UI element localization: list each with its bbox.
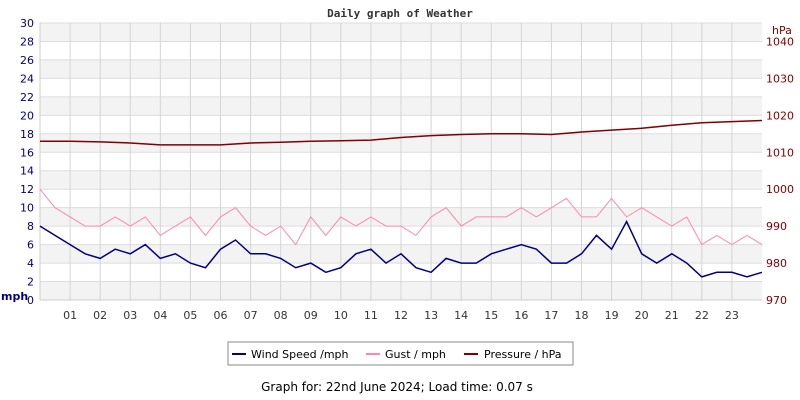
x-tick-label: 22 (695, 309, 709, 322)
left-tick-label: 2 (27, 276, 34, 289)
right-tick-label: 1030 (766, 72, 794, 85)
right-tick-label: 990 (766, 220, 787, 233)
right-axis-label: hPa (772, 24, 792, 37)
left-tick-label: 30 (20, 17, 34, 30)
x-tick-label: 03 (123, 309, 137, 322)
left-tick-label: 18 (20, 128, 34, 141)
series-line-pressure (40, 119, 763, 146)
x-tick-label: 16 (514, 309, 528, 322)
series-line-wind (39, 219, 763, 278)
left-tick-label: 24 (20, 72, 34, 85)
x-tick-label: 05 (183, 309, 197, 322)
x-tick-label: 20 (635, 309, 649, 322)
legend-wind: Wind Speed /mph (251, 348, 349, 361)
x-tick-label: 13 (424, 309, 438, 322)
legend-gust: Gust / mph (385, 348, 446, 361)
series-line-gust (39, 188, 763, 246)
left-tick-label: 6 (27, 239, 34, 252)
right-tick-label: 1010 (766, 146, 794, 159)
right-tick-label: 980 (766, 257, 787, 270)
x-tick-label: 19 (605, 309, 619, 322)
x-tick-label: 23 (725, 309, 739, 322)
left-tick-label: 10 (20, 202, 34, 215)
x-tick-label: 17 (544, 309, 558, 322)
left-tick-label: 8 (27, 220, 34, 233)
legend: Wind Speed /mph Gust / mph Pressure / hP… (227, 341, 574, 366)
left-tick-label: 14 (20, 165, 34, 178)
left-tick-label: 12 (20, 183, 34, 196)
left-tick-label: 4 (27, 257, 34, 270)
left-tick-label: 26 (20, 54, 34, 67)
x-tick-label: 07 (244, 309, 258, 322)
right-tick-label: 970 (766, 294, 787, 307)
left-tick-label: 22 (20, 91, 34, 104)
x-tick-label: 04 (153, 309, 167, 322)
right-tick-label: 1000 (766, 183, 794, 196)
legend-pressure: Pressure / hPa (484, 348, 562, 361)
left-tick-label: 20 (20, 109, 34, 122)
left-tick-label: 0 (27, 294, 34, 307)
chart-title: Daily graph of Weather (327, 7, 473, 20)
x-tick-label: 14 (454, 309, 468, 322)
right-tick-label: 1020 (766, 109, 794, 122)
x-tick-label: 02 (93, 309, 107, 322)
x-tick-label: 18 (575, 309, 589, 322)
right-tick-label: 1040 (766, 35, 794, 48)
left-axis-label: mph (1, 290, 28, 303)
x-tick-label: 21 (665, 309, 679, 322)
x-tick-label: 09 (304, 309, 318, 322)
x-tick-label: 15 (484, 309, 498, 322)
x-tick-label: 11 (364, 309, 378, 322)
x-tick-label: 01 (63, 309, 77, 322)
x-tick-label: 06 (214, 309, 228, 322)
left-tick-label: 28 (20, 35, 34, 48)
x-tick-label: 08 (274, 309, 288, 322)
x-tick-label: 12 (394, 309, 408, 322)
footer-text: Graph for: 22nd June 2024; Load time: 0.… (261, 380, 533, 394)
left-tick-label: 16 (20, 146, 34, 159)
x-tick-label: 10 (334, 309, 348, 322)
